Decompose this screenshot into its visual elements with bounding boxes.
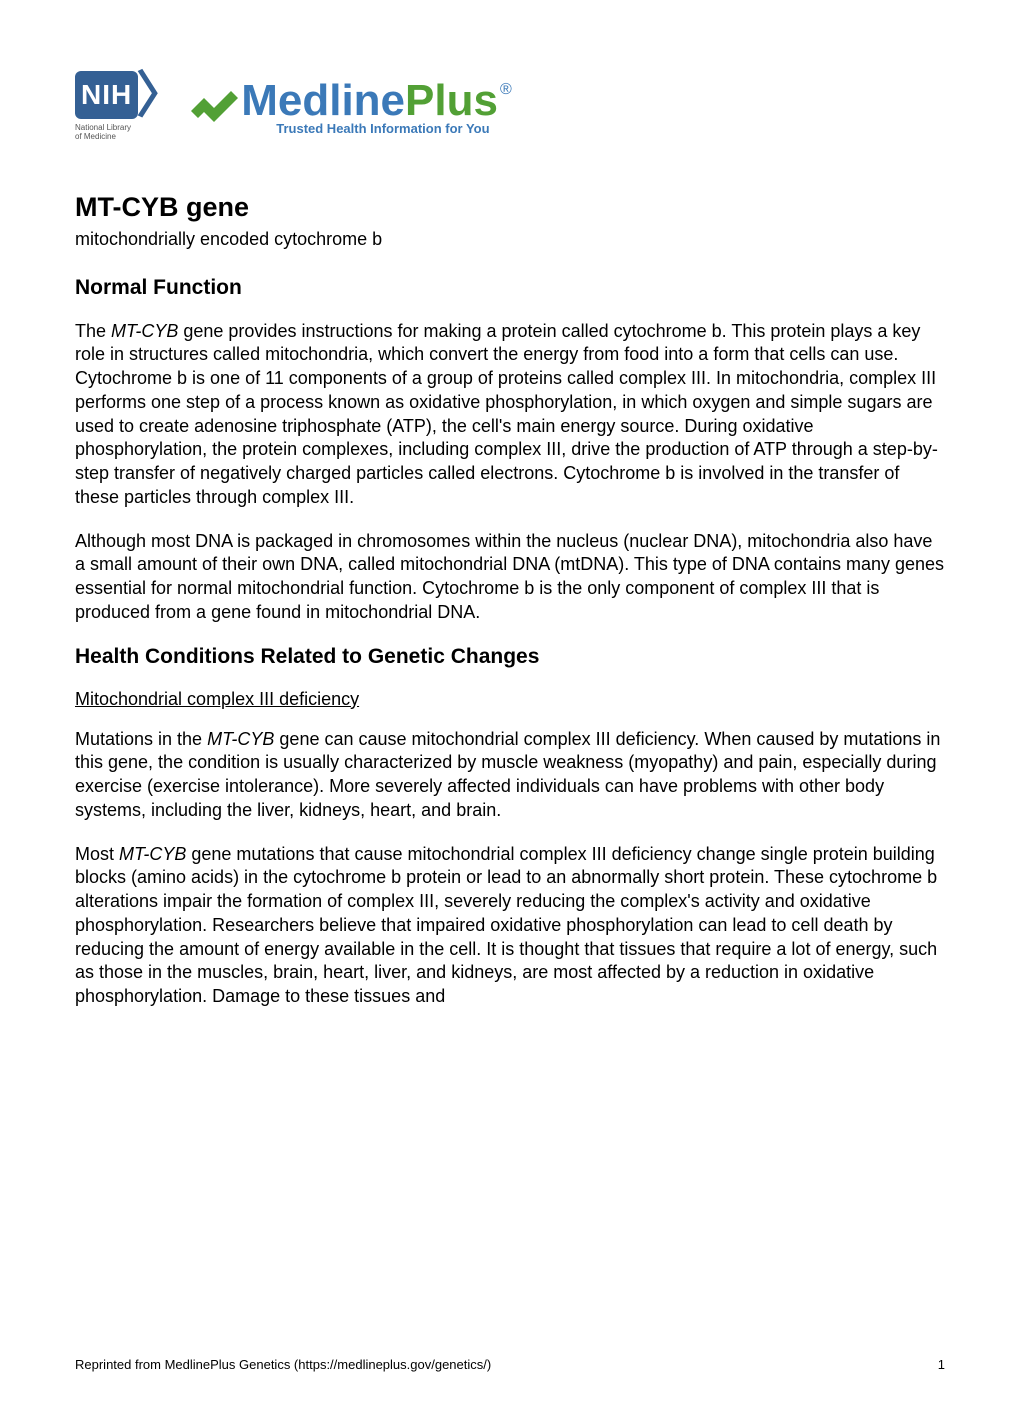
condition-title: Mitochondrial complex III deficiency (75, 689, 945, 710)
medlineplus-logo: MedlinePlus® Trusted Health Information … (186, 76, 512, 136)
health-conditions-para2: Most MT-CYB gene mutations that cause mi… (75, 843, 945, 1009)
medlineplus-title: MedlinePlus® (241, 76, 512, 126)
registered-mark: ® (500, 81, 512, 99)
normal-function-para1: The MT-CYB gene provides instructions fo… (75, 320, 945, 510)
normal-function-heading: Normal Function (75, 276, 945, 300)
health-conditions-heading: Health Conditions Related to Genetic Cha… (75, 645, 945, 669)
nih-badge: NIH (75, 71, 138, 119)
nih-chevron-icon: 〉 (136, 70, 186, 120)
hc-p1-gene: MT-CYB (207, 729, 274, 749)
medline-text: Medline (241, 76, 405, 126)
nf-p1-prefix: The (75, 321, 111, 341)
page-subtitle: mitochondrially encoded cytochrome b (75, 229, 945, 250)
hc-p1-prefix: Mutations in the (75, 729, 207, 749)
medlineplus-text-group: MedlinePlus® Trusted Health Information … (241, 76, 512, 136)
nih-badge-row: NIH 〉 (75, 70, 186, 120)
nlm-label: National Library of Medicine (75, 124, 186, 142)
nih-logo-group: NIH 〉 National Library of Medicine (75, 70, 186, 142)
hc-p2-rest: gene mutations that cause mitochondrial … (75, 844, 937, 1007)
hc-p2-gene: MT-CYB (119, 844, 186, 864)
footer-source: Reprinted from MedlinePlus Genetics (htt… (75, 1357, 491, 1372)
page-title: MT-CYB gene (75, 192, 945, 223)
hc-p2-prefix: Most (75, 844, 119, 864)
plus-text: Plus (405, 76, 498, 126)
footer: Reprinted from MedlinePlus Genetics (htt… (75, 1357, 945, 1372)
medlineplus-icon (186, 76, 241, 131)
tagline: Trusted Health Information for You (276, 121, 512, 136)
footer-page-number: 1 (938, 1357, 945, 1372)
nf-p1-gene: MT-CYB (111, 321, 178, 341)
nlm-line2: of Medicine (75, 132, 116, 141)
nlm-line1: National Library (75, 123, 131, 132)
logo-container: NIH 〉 National Library of Medicine Medli… (75, 70, 945, 142)
normal-function-para2: Although most DNA is packaged in chromos… (75, 530, 945, 625)
health-conditions-para1: Mutations in the MT-CYB gene can cause m… (75, 728, 945, 823)
nf-p1-rest: gene provides instructions for making a … (75, 321, 938, 507)
